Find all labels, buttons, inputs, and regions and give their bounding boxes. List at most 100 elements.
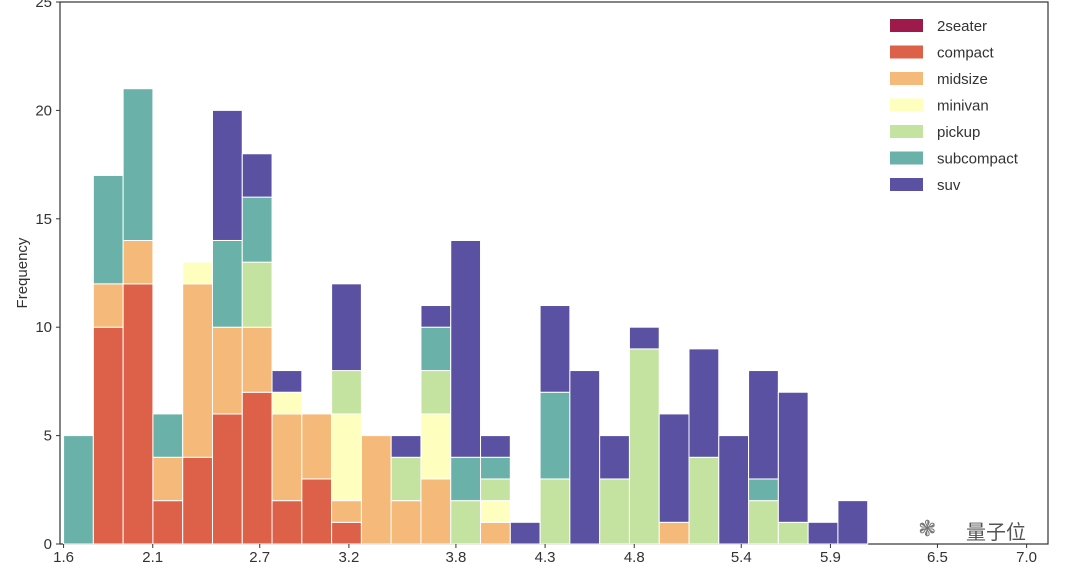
y-tick-label: 10 [35,319,52,336]
y-tick-label: 5 [44,428,52,445]
bar-suv-bin-24 [777,391,809,523]
bar-minivan-bin-9 [331,413,362,502]
bar-minivan-bin-4 [182,261,213,285]
legend-swatch-midsize [890,72,923,85]
bar-minivan-bin-7 [271,391,303,415]
bar-minivan-bin-12 [420,413,452,480]
bar-suv-bin-22 [718,435,750,545]
legend-label-compact: compact [937,45,995,62]
legend-label-suv: suv [937,177,961,194]
bar-midsize-bin-5 [211,326,243,415]
bar-suv-bin-17 [569,370,601,545]
bar-suv-bin-25 [807,521,839,545]
y-tick-label: 15 [35,211,52,228]
bar-suv-bin-12 [420,305,452,328]
legend-swatch-compact [890,45,923,59]
bar-midsize-bin-3 [152,456,184,502]
x-tick-label: 4.3 [535,549,556,566]
bar-subcompact-bin-14 [480,456,511,480]
y-axis-ticks: 0 5 10 15 20 25 [35,0,60,553]
bar-subcompact-bin-13 [450,456,482,502]
bar-midsize-bin-10 [360,435,392,545]
legend: 2seater compact midsize minivan pickup subcom… [890,18,1019,194]
bar-pickup-bin-23 [748,500,779,545]
bar-subcompact-bin-12 [420,326,452,372]
bar-subcompact-bin-0 [63,435,94,545]
bar-midsize-bin-7 [271,413,303,502]
bar-midsize-bin-11 [390,500,422,545]
legend-swatch-suv [890,178,923,191]
y-axis-title: Frequency [14,237,31,308]
bar-suv-bin-6 [241,153,273,198]
bar-suv-bin-15 [509,521,541,545]
bar-suv-bin-23 [748,370,779,480]
bar-midsize-bin-9 [331,500,362,523]
bar-subcompact-bin-3 [152,413,184,458]
bar-pickup-bin-13 [450,500,482,545]
x-tick-label: 6.5 [927,549,948,566]
bar-compact-bin-2 [122,283,154,545]
bar-suv-bin-13 [450,239,482,458]
bar-pickup-bin-19 [628,348,660,545]
bar-suv-bin-16 [539,305,571,393]
bar-pickup-bin-11 [390,456,422,502]
x-tick-label: 1.6 [53,549,74,566]
bar-midsize-bin-20 [658,521,690,545]
x-tick-label: 3.8 [445,549,466,566]
legend-label-minivan: minivan [937,98,989,115]
bar-suv-bin-5 [211,109,243,241]
y-tick-label: 20 [35,102,52,119]
x-tick-label: 2.1 [142,549,163,566]
bar-midsize-bin-1 [92,283,124,328]
bar-midsize-bin-2 [122,239,154,285]
bar-compact-bin-9 [331,521,362,545]
y-tick-label: 0 [44,536,52,553]
bar-compact-bin-5 [211,413,243,545]
bar-pickup-bin-24 [777,521,809,545]
x-tick-label: 4.8 [624,549,645,566]
bar-suv-bin-7 [271,370,303,393]
bar-subcompact-bin-16 [539,391,571,480]
bar-suv-bin-14 [480,435,511,458]
bar-suv-bin-20 [658,413,690,523]
bar-suv-bin-18 [599,435,630,480]
bar-midsize-bin-14 [480,521,511,545]
bar-subcompact-bin-2 [122,88,154,241]
legend-label-2seater: 2seater [937,18,987,35]
legend-label-pickup: pickup [937,124,980,141]
bar-subcompact-bin-23 [748,478,779,502]
bar-compact-bin-4 [182,456,213,545]
bar-midsize-bin-6 [241,326,273,393]
legend-swatch-2seater [890,19,923,32]
bar-suv-bin-26 [837,500,869,545]
legend-swatch-minivan [890,98,923,112]
bar-midsize-bin-8 [301,413,333,480]
bar-pickup-bin-16 [539,478,571,545]
bar-suv-bin-11 [390,435,422,458]
x-axis-ticks: 1.6 2.1 2.7 3.2 3.8 4.3 4.8 5.4 5.9 6.5 7.0 [53,544,1037,566]
watermark-icon: ❃ [918,517,936,542]
bar-pickup-bin-21 [688,456,720,545]
x-tick-label: 2.7 [249,549,270,566]
x-tick-label: 7.0 [1016,549,1037,566]
bar-midsize-bin-4 [182,283,213,458]
bar-compact-bin-6 [241,391,273,545]
bar-subcompact-bin-1 [92,174,124,285]
bar-pickup-bin-14 [480,478,511,502]
bar-pickup-bin-9 [331,370,362,415]
bar-pickup-bin-18 [599,478,630,545]
y-tick-label: 25 [35,0,52,11]
bar-compact-bin-8 [301,478,333,545]
legend-swatch-pickup [890,125,923,138]
legend-swatch-subcompact [890,151,923,165]
bar-subcompact-bin-6 [241,196,273,263]
x-tick-label: 5.4 [731,549,752,566]
bar-minivan-bin-14 [480,500,511,523]
x-tick-label: 3.2 [338,549,359,566]
bar-compact-bin-7 [271,500,303,545]
watermark-text: 量子位 [966,520,1026,544]
legend-label-subcompact: subcompact [937,151,1019,168]
bar-midsize-bin-12 [420,478,452,545]
bar-pickup-bin-6 [241,261,273,328]
